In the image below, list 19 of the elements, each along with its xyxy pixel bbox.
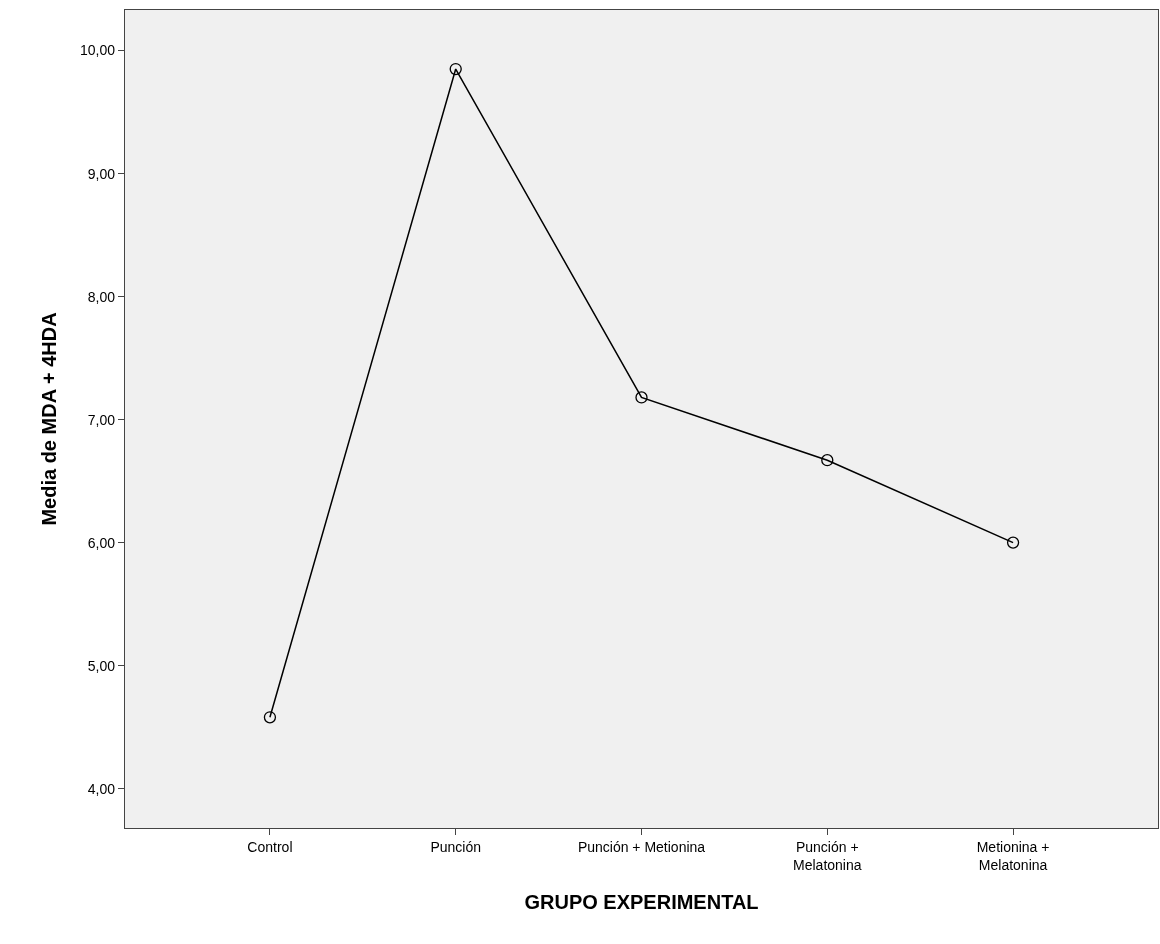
x-tick-label: Punción: [430, 838, 482, 855]
point: [821, 454, 834, 467]
x-tick-label: Punción + Metionina: [577, 838, 706, 855]
point: [449, 62, 462, 76]
x-tick-label: Punción + Melatonina: [793, 838, 862, 874]
y-tick-label: 8,00: [87, 288, 116, 305]
y-axis-title: Media de MDA + 4HDA: [37, 312, 60, 526]
point: [263, 711, 277, 724]
y-tick-label: 5,00: [87, 657, 116, 674]
x-axis-title: GRUPO EXPERIMENTAL: [524, 890, 759, 913]
x-tick-label: Control: [247, 838, 293, 855]
y-tick-label: 7,00: [87, 411, 116, 428]
y-tick-label: 9,00: [87, 165, 116, 182]
y-tick-label: 4,00: [87, 780, 116, 797]
point: [635, 391, 648, 404]
y-tick-label: 10,00: [80, 42, 116, 59]
y-tick-label: 6,00: [87, 534, 116, 551]
x-tick-label: Metionina + Melatonina: [976, 838, 1050, 874]
point: [1006, 536, 1020, 549]
